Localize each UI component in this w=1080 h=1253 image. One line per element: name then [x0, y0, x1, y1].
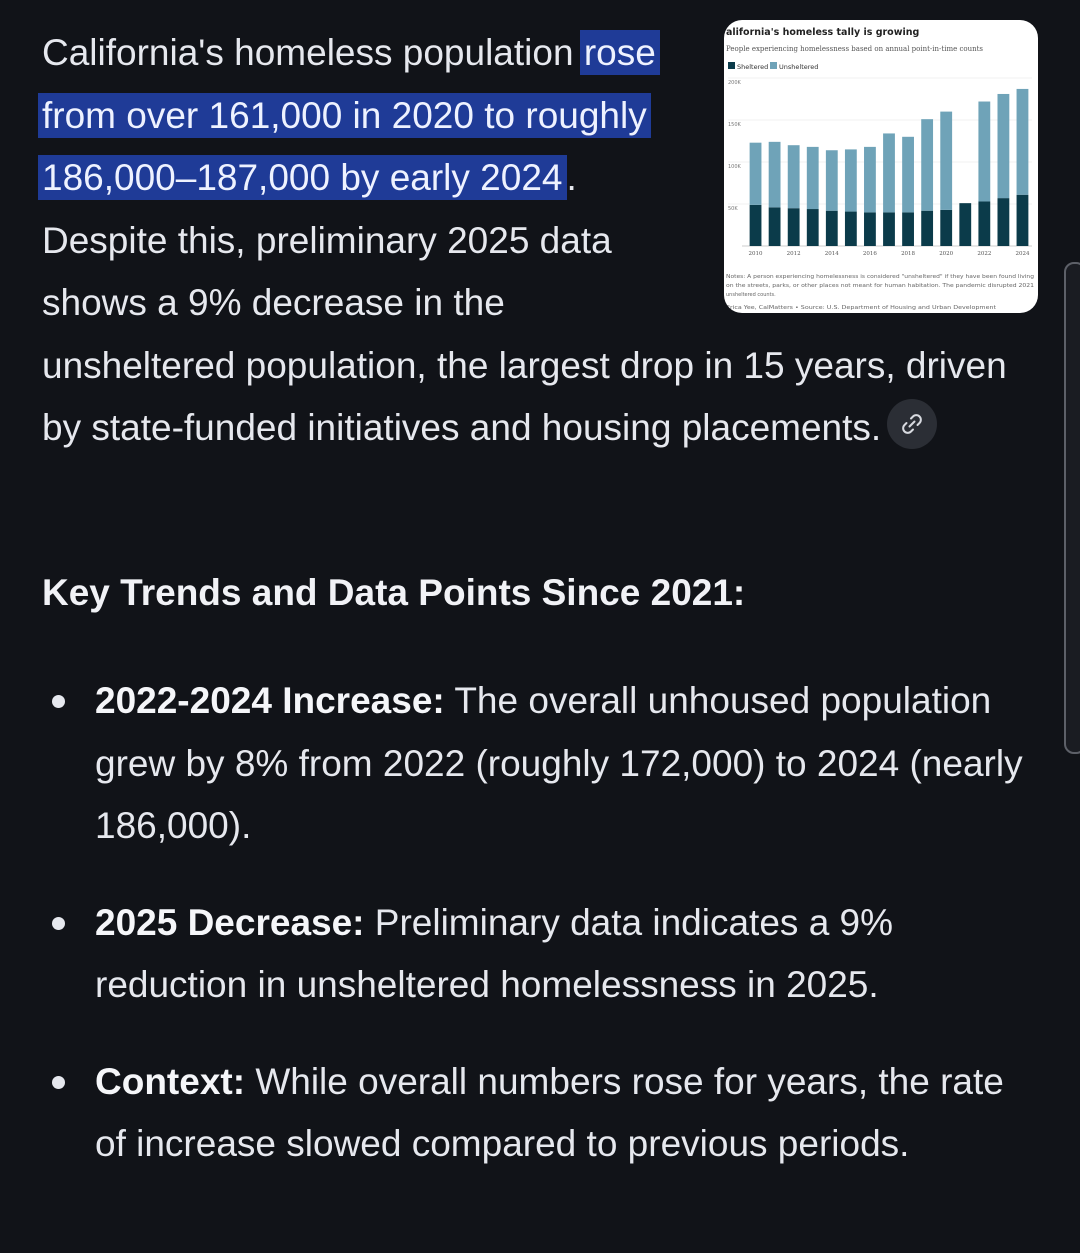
- bar-sheltered-2010: [749, 204, 762, 246]
- list-item: Context: While overall numbers rose for …: [42, 1051, 1032, 1176]
- section-heading: Key Trends and Data Points Since 2021:: [42, 572, 746, 613]
- bar-sheltered-2016: [864, 212, 876, 246]
- bar-unsheltered-2016: [864, 146, 876, 213]
- intro-text-before: California's homeless population: [42, 32, 584, 73]
- link-icon: [902, 414, 923, 434]
- bar-unsheltered-2012: [787, 145, 800, 209]
- legend-unsheltered-label: Unsheltered: [779, 63, 818, 71]
- bar-sheltered-2018: [902, 212, 914, 246]
- y-tick-label: 100K: [728, 164, 742, 170]
- list-item-text: The overall unhoused population grew by …: [95, 680, 1023, 846]
- x-tick-label: 2018: [901, 251, 915, 257]
- chart-credit: Erica Yee, CalMatters • Source: U.S. Dep…: [726, 305, 996, 311]
- bar-unsheltered-2022: [978, 101, 991, 202]
- x-tick-label: 2016: [863, 251, 877, 257]
- bar-sheltered-2014: [825, 210, 838, 246]
- bar-sheltered-2017: [883, 212, 895, 246]
- bar-unsheltered-2010: [749, 142, 762, 205]
- bar-sheltered-2023: [997, 198, 1010, 246]
- source-link-button[interactable]: [887, 399, 938, 449]
- bar-sheltered-2015: [844, 211, 857, 246]
- bar-unsheltered-2017: [883, 133, 895, 213]
- list-item-label: Context:: [95, 1060, 246, 1102]
- y-tick-label: 200K: [728, 80, 742, 86]
- bar-unsheltered-2015: [844, 149, 857, 212]
- legend-unsheltered-swatch: [770, 62, 777, 69]
- bar-unsheltered-2020: [940, 111, 953, 210]
- legend-sheltered-label: Sheltered: [737, 63, 768, 71]
- bar-unsheltered-2011: [768, 141, 781, 208]
- bar-sheltered-2020: [940, 209, 953, 246]
- x-tick-label: 2014: [825, 251, 839, 257]
- list-item-label: 2022-2024 Increase:: [95, 680, 445, 721]
- bar-unsheltered-2013: [806, 146, 819, 210]
- bullet-icon: [52, 695, 65, 708]
- x-tick-label: 2010: [749, 251, 763, 257]
- key-trends-list: 2022-2024 Increase: The overall unhoused…: [42, 670, 1032, 1210]
- homeless-chart: alifornia's homeless tally is growing Pe…: [726, 27, 1034, 311]
- bar-sheltered-2024: [1016, 194, 1029, 246]
- bar-sheltered-2011: [768, 207, 781, 246]
- chart-title: alifornia's homeless tally is growing: [726, 27, 919, 38]
- x-tick-label: 2024: [1015, 251, 1029, 257]
- list-item-text: While overall numbers rose for years, th…: [95, 1060, 1004, 1165]
- x-tick-label: 2020: [939, 251, 953, 257]
- scrollbar-handle[interactable]: [1064, 262, 1080, 754]
- intro-paragraph: California's homeless population rose fr…: [38, 22, 1042, 460]
- bar-sheltered-2013: [806, 209, 819, 246]
- bar-sheltered-2019: [921, 210, 934, 246]
- bar-unsheltered-2023: [997, 93, 1010, 199]
- chart-notes-line-2: on the streets, parks, or other places n…: [726, 283, 1034, 289]
- chart-subtitle: People experiencing homelessness based o…: [726, 45, 983, 53]
- chart-notes-line-3: unsheltered counts.: [726, 292, 776, 298]
- bullet-icon: [52, 1075, 65, 1089]
- x-tick-label: 2022: [977, 251, 991, 257]
- x-tick-label: 2012: [787, 251, 801, 257]
- bar-unsheltered-2014: [825, 150, 838, 211]
- legend-sheltered-swatch: [728, 62, 735, 69]
- source-chart-thumbnail[interactable]: alifornia's homeless tally is growing Pe…: [724, 20, 1038, 313]
- list-item-label: 2025 Decrease:: [95, 901, 365, 943]
- y-tick-label: 150K: [728, 122, 742, 128]
- chart-notes-line-1: Notes: A person experiencing homelessnes…: [726, 274, 1034, 280]
- list-item: 2022-2024 Increase: The overall unhoused…: [42, 670, 1032, 858]
- list-item: 2025 Decrease: Preliminary data indicate…: [42, 892, 1032, 1017]
- y-tick-label: 50K: [728, 206, 738, 212]
- bar-sheltered-2022: [978, 201, 991, 246]
- bar-unsheltered-2024: [1016, 88, 1029, 195]
- bullet-icon: [52, 916, 65, 930]
- bar-unsheltered-2019: [921, 119, 934, 211]
- list-item-text: Preliminary data indicates a 9% reductio…: [95, 901, 894, 1006]
- intro-text-after: . Despite this, preliminary 2025 data sh…: [42, 157, 1007, 448]
- bar-sheltered-2012: [787, 208, 800, 246]
- bar-unsheltered-2018: [902, 136, 914, 213]
- bar-sheltered-2021: [959, 203, 972, 246]
